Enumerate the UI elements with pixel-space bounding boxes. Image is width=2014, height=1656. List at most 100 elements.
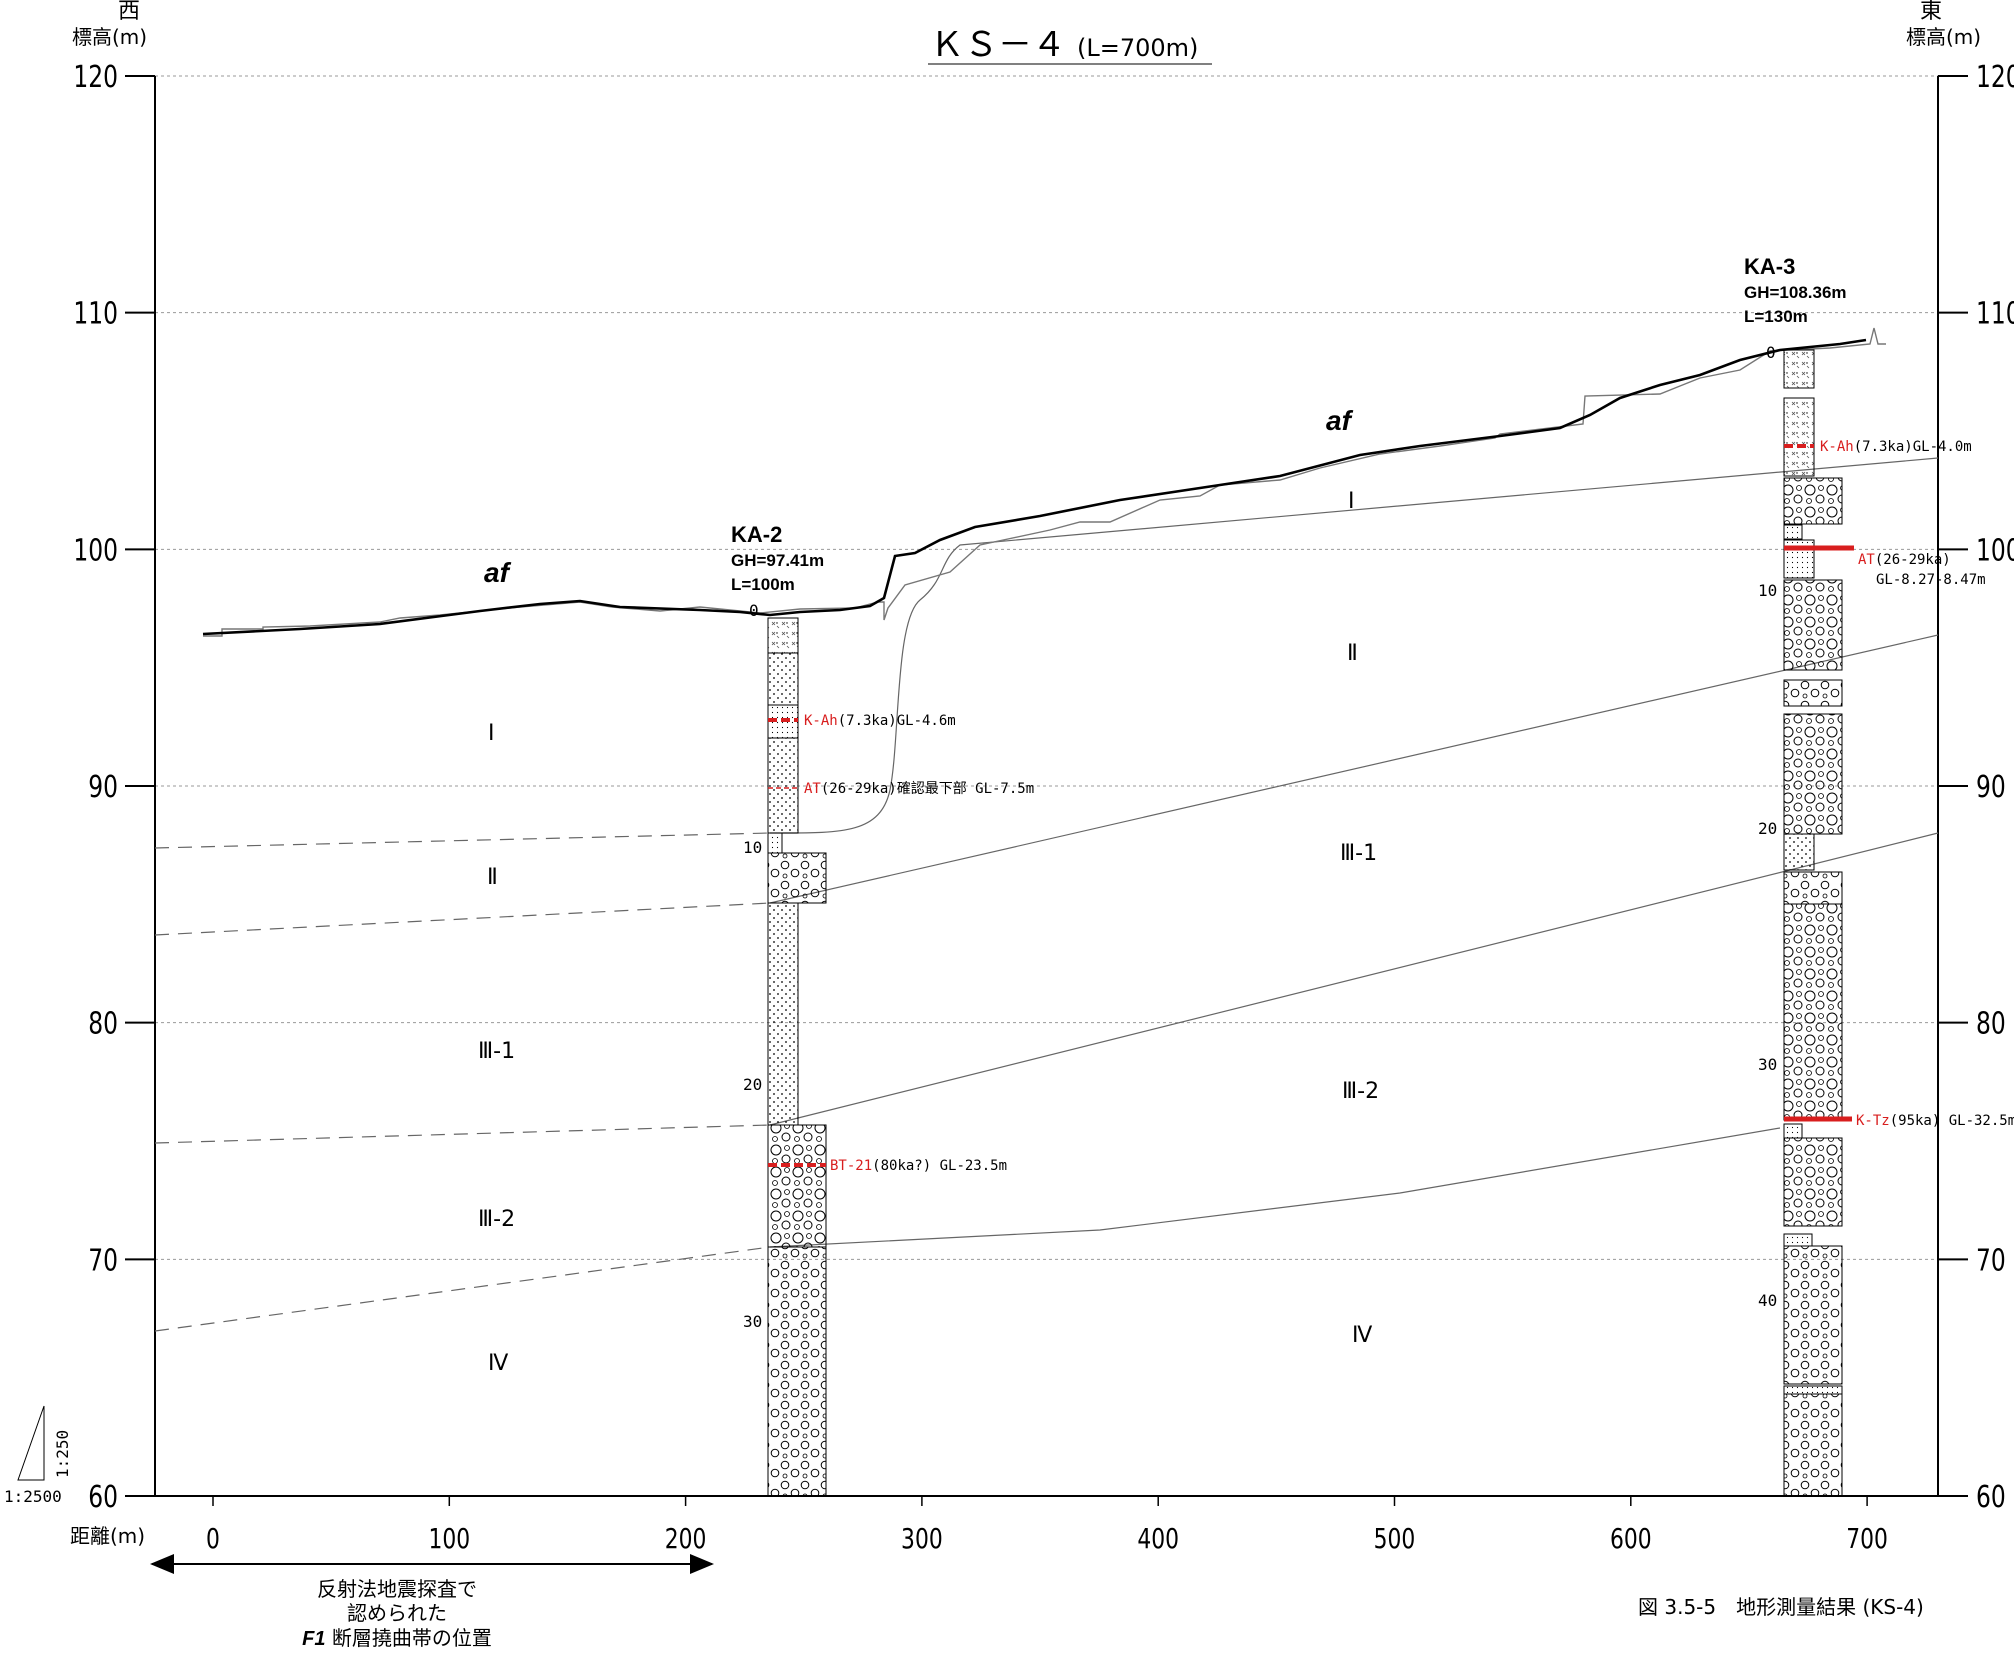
ka2-layer-thin (767, 832, 783, 854)
y-tick-label-r-70: 70 (1976, 1244, 2006, 1279)
ka2-kah-name: K-Ah (804, 713, 838, 729)
x-tick-label-700: 700 (1846, 1522, 1888, 1554)
east-label: 東 (1920, 0, 1942, 24)
x-tick-label-100: 100 (428, 1522, 470, 1554)
x-tick-label-300: 300 (901, 1522, 943, 1554)
x-tick-label-500: 500 (1374, 1522, 1416, 1554)
y-tick-label-l-110: 110 (73, 297, 118, 332)
ka3-at-name: AT (1858, 552, 1875, 568)
ground-survey-line (203, 327, 1886, 637)
ka3-layer-thin1 (1783, 524, 1803, 540)
y-tick-label-r-90: 90 (1976, 770, 2006, 805)
unit-west-III1: Ⅲ-1 (478, 1039, 515, 1064)
x-tick-label-0: 0 (206, 1522, 220, 1554)
title-main: ＫＳ－４ (930, 25, 1066, 65)
ka3-at-desc: (26-29ka) (1875, 552, 1951, 568)
annotation-line2: 認められた (347, 1601, 447, 1625)
right-elevation-label: 標高(m) (1906, 25, 1981, 49)
boundary-III1-III2-west (154, 1124, 771, 1144)
ka3-layer-gravel6 (1783, 903, 1843, 1121)
y-tick-label-l-70: 70 (88, 1244, 118, 1279)
unit-east-III1: Ⅲ-1 (1340, 841, 1377, 866)
scale-indicator: 1:250 1:2500 (4, 1405, 72, 1506)
annotation-line1: 反射法地震探査で (317, 1577, 477, 1601)
x-tick-label-400: 400 (1137, 1522, 1179, 1554)
ka2-layer-gravel1 (767, 852, 827, 904)
unit-east-IV: Ⅳ (1352, 1323, 1373, 1348)
unit-labels-east: Ⅰ Ⅱ Ⅲ-1 Ⅲ-2 Ⅳ (1340, 489, 1379, 1348)
ka2-depth-0: 0 (749, 601, 759, 620)
borehole-ka3: KA-3 GH=108.36m L=130m 0 10 20 30 40 (1744, 254, 2014, 1497)
distance-label: 距離(m) (70, 1524, 145, 1548)
y-tick-label-l-80: 80 (88, 1007, 118, 1042)
borehole-ka2: KA-2 GH=97.41m L=100m 0 10 20 30 K-Ah(7.… (731, 522, 1034, 1497)
borehole-ka2-name: KA-2 (731, 522, 782, 547)
annotation-f1: F1 (302, 1628, 325, 1650)
ka2-depth-30: 30 (743, 1312, 762, 1331)
unit-west-IV: Ⅳ (488, 1351, 509, 1376)
left-elevation-label: 標高(m) (72, 25, 147, 49)
boundary-III2-IV (769, 1127, 1781, 1248)
vertical-scale: 1:250 (53, 1430, 72, 1478)
ka3-layer-thin4 (1783, 1385, 1843, 1395)
y-tick-label-r-110: 110 (1976, 297, 2014, 332)
axis-frame (154, 76, 1939, 1497)
boundary-III2-IV-west (154, 1246, 771, 1332)
ka2-layer-sand2 (767, 737, 799, 834)
y-tick-label-l-120: 120 (73, 60, 118, 95)
y-tick-label-l-60: 60 (88, 1480, 118, 1515)
ka3-kah-desc: (7.3ka)GL-4.0m (1854, 439, 1972, 455)
y-tick-label-r-60: 60 (1976, 1480, 2006, 1515)
unit-labels-west: Ⅰ Ⅱ Ⅲ-1 Ⅲ-2 Ⅳ (478, 721, 515, 1376)
boundary-I-II (769, 457, 1939, 834)
borehole-ka2-length: L=100m (731, 575, 795, 594)
fault-zone-annotation: 反射法地震探査で 認められた F1 断層撓曲帯の位置 (302, 1577, 492, 1650)
horizontal-scale: 1:2500 (4, 1487, 62, 1506)
ka3-at-desc2: GL-8.27-8.47m (1876, 572, 1986, 588)
elevation-gridlines (155, 75, 1938, 1260)
y-tick-label-r-100: 100 (1976, 534, 2014, 569)
unit-west-III2: Ⅲ-2 (478, 1207, 515, 1232)
af-label-east: af (1326, 405, 1354, 436)
ka2-depth-20: 20 (743, 1075, 762, 1094)
af-label-west: af (484, 557, 512, 588)
ka3-depth-30: 30 (1758, 1055, 1777, 1074)
y-axis-ticks: 1201201101101001009090808070706060 (73, 60, 2014, 1515)
ka3-ktz-marker: K-Tz(95ka) GL-32.5m (1856, 1113, 2014, 1129)
y-tick-label-r-80: 80 (1976, 1007, 2006, 1042)
ka3-depth-20: 20 (1758, 819, 1777, 838)
ground-surface-line (202, 338, 1867, 636)
borehole-ka2-gh: GH=97.41m (731, 551, 824, 570)
borehole-ka3-length: L=130m (1744, 307, 1808, 326)
boundary-I-II-west (154, 832, 771, 849)
x-tick-label-600: 600 (1610, 1522, 1652, 1554)
ka3-layer-gravel2 (1783, 579, 1843, 671)
ka3-layer-gravel5 (1783, 871, 1843, 905)
x-axis-ticks: 0 100 200 300 400 500 600 700 (206, 1496, 1888, 1555)
ka3-ktz-desc: (95ka) GL-32.5m (1890, 1113, 2014, 1129)
boundary-II-III1-west (154, 902, 771, 936)
ka3-layer-gravel8 (1783, 1245, 1843, 1385)
ka3-at-marker: AT(26-29ka) (1858, 552, 1951, 568)
ka2-layer-sand (767, 652, 799, 706)
ka2-depth-10: 10 (743, 838, 762, 857)
title-sub: (L=700m) (1077, 34, 1198, 62)
figure-caption: 図 3.5-5 地形測量結果 (KS-4) (1638, 1595, 1924, 1619)
ka2-bt21-desc: (80ka?) GL-23.5m (872, 1158, 1007, 1174)
boundary-III1-III2 (769, 832, 1939, 1126)
ka3-layer-gravel7 (1783, 1137, 1843, 1227)
y-tick-label-r-120: 120 (1976, 60, 2014, 95)
ka3-layer-thin3 (1783, 1233, 1813, 1247)
ka2-layer-sand3 (767, 902, 799, 1126)
ka3-kah-marker: K-Ah(7.3ka)GL-4.0m (1820, 439, 1972, 455)
ka3-depth-10: 10 (1758, 581, 1777, 600)
ka3-layer-gravel9 (1783, 1393, 1843, 1497)
ka3-depth-0: 0 (1766, 343, 1776, 362)
unit-west-II: Ⅱ (487, 865, 498, 890)
ground-surface (202, 327, 1886, 637)
y-tick-label-l-90: 90 (88, 770, 118, 805)
borehole-ka3-gh: GH=108.36m (1744, 283, 1847, 302)
ka3-ktz-name: K-Tz (1856, 1113, 1890, 1129)
ka3-kah-name: K-Ah (1820, 439, 1854, 455)
